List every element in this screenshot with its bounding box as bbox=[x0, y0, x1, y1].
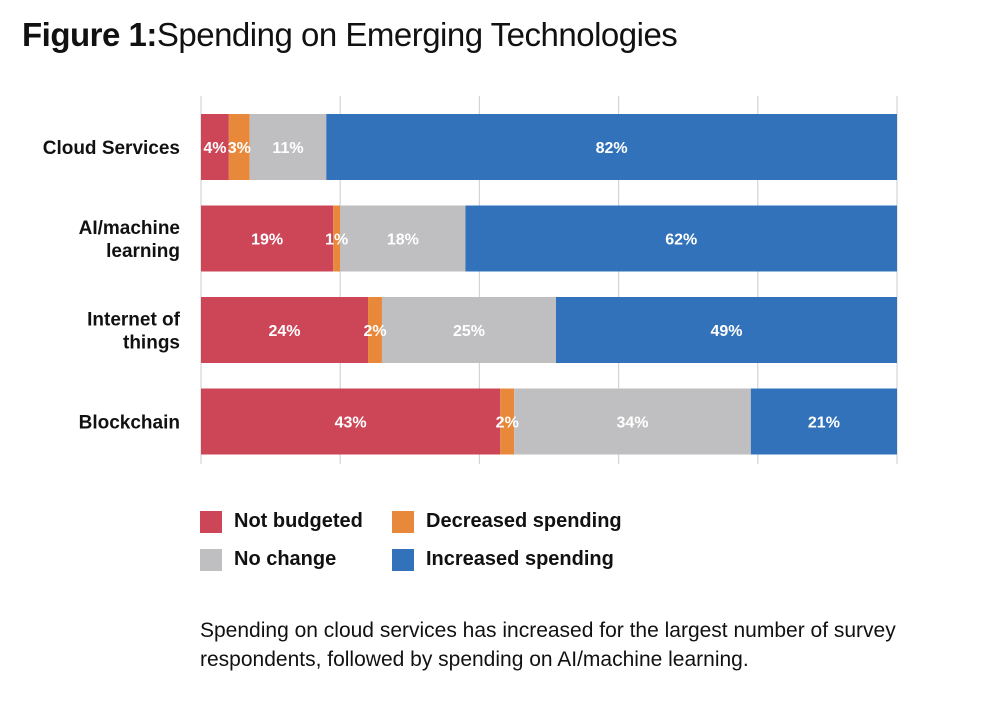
data-label: 1% bbox=[325, 232, 348, 249]
bar-segment bbox=[368, 297, 382, 363]
data-label: 82% bbox=[596, 140, 628, 157]
legend-item-increased-spending: Increased spending bbox=[392, 548, 614, 571]
data-label: 4% bbox=[203, 140, 226, 157]
chart-title-text: Spending on Emerging Technologies bbox=[156, 16, 678, 53]
bar-segment bbox=[201, 297, 369, 363]
bar-segment bbox=[750, 388, 897, 455]
chart-title: Figure 1:Spending on Emerging Technologi… bbox=[22, 16, 678, 54]
bar-segment bbox=[228, 114, 250, 180]
data-label: 3% bbox=[228, 140, 251, 157]
data-label: 11% bbox=[272, 140, 303, 157]
legend-swatch-increased-spending bbox=[392, 548, 414, 571]
category-label: Cloud Services bbox=[43, 138, 180, 159]
category-label: AI/machine learning bbox=[79, 218, 180, 262]
data-label: 21% bbox=[808, 415, 840, 432]
category-labels: Cloud Services AI/machine learning Internet… bbox=[43, 138, 181, 434]
legend-item-no-change: No change bbox=[200, 548, 336, 571]
bar-segment bbox=[201, 388, 501, 455]
legend-label-not-budgeted: Not budgeted bbox=[234, 510, 363, 532]
data-label: 2% bbox=[496, 415, 519, 432]
chart-title-figure: Figure 1: bbox=[22, 16, 157, 53]
bar-segment bbox=[333, 205, 341, 272]
chart-caption: Spending on cloud services has increased… bbox=[200, 619, 896, 671]
legend-swatch-decreased-spending bbox=[392, 510, 414, 533]
bar-segment bbox=[201, 205, 334, 272]
bar-segment bbox=[514, 388, 751, 455]
data-label: 49% bbox=[710, 323, 742, 340]
legend-item-not-budgeted: Not budgeted bbox=[200, 510, 363, 533]
legend-swatch-no-change bbox=[200, 548, 222, 571]
legend-label-decreased-spending: Decreased spending bbox=[426, 510, 622, 532]
legend-item-decreased-spending: Decreased spending bbox=[392, 510, 622, 533]
data-label: 43% bbox=[335, 415, 367, 432]
data-label: 34% bbox=[617, 415, 649, 432]
category-label: Blockchain bbox=[79, 413, 180, 434]
legend-swatch-not-budgeted bbox=[200, 510, 222, 533]
data-label: 62% bbox=[665, 232, 697, 249]
data-label: 25% bbox=[453, 323, 485, 340]
bar-segment bbox=[465, 205, 897, 272]
legend-label-increased-spending: Increased spending bbox=[426, 548, 614, 570]
bars bbox=[201, 114, 897, 455]
legend-label-no-change: No change bbox=[234, 548, 337, 570]
bar-segment bbox=[201, 114, 229, 180]
bar-segment bbox=[500, 388, 515, 455]
data-label: 19% bbox=[251, 232, 283, 249]
stacked-bar-chart: 4% 3% 11% 82% 19% 1% 18% 62% 24% 2% 25% 49% 43% 2% 34%… bbox=[43, 96, 898, 464]
bar-segment bbox=[381, 297, 556, 363]
segment-labels: 4% 3% 11% 82% 19% 1% 18% 62% 24% 2% 25% 49% 43% 2% 34%… bbox=[203, 140, 840, 432]
bar-segment bbox=[340, 205, 466, 272]
data-label: 18% bbox=[387, 232, 419, 249]
category-label: Internet of things bbox=[87, 310, 181, 354]
bar-segment bbox=[326, 114, 897, 180]
bar-segment bbox=[555, 297, 897, 363]
data-label: 24% bbox=[269, 323, 301, 340]
bar-segment bbox=[249, 114, 327, 180]
data-label: 2% bbox=[363, 323, 386, 340]
